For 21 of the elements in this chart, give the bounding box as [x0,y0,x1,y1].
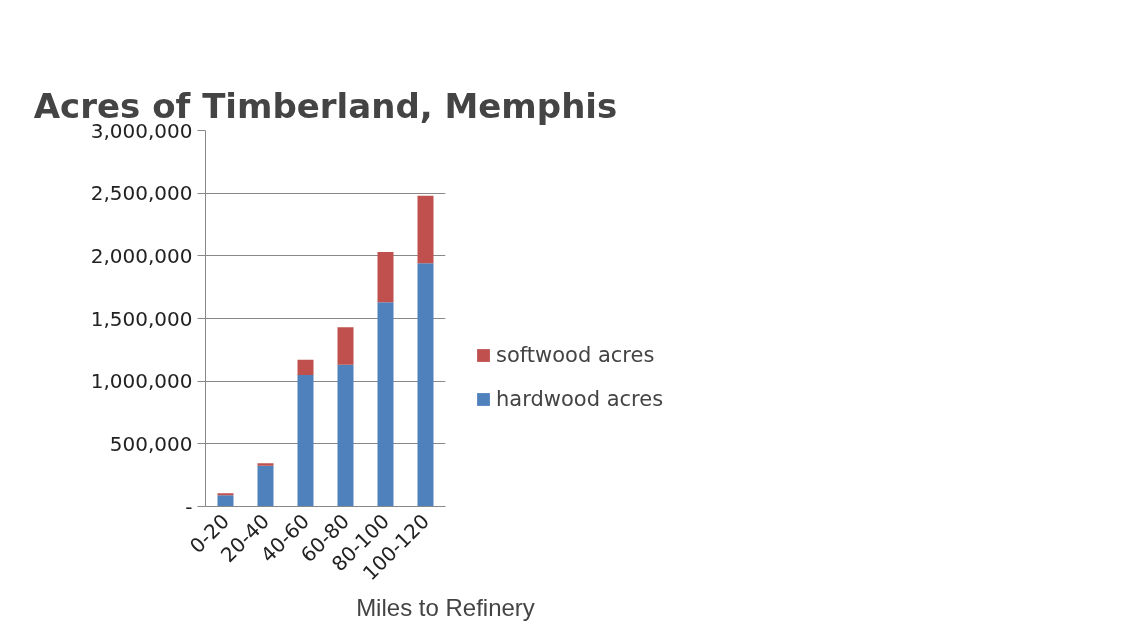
y-tick-label: 3,000,000 [90,118,193,143]
bar [417,195,434,264]
bar [257,465,274,507]
x-axis-title: Miles to Refinery [356,594,535,622]
y-tick-label: 2,500,000 [90,181,193,206]
bar [337,327,354,365]
y-tick-label: - [185,494,193,519]
bar [417,263,434,507]
bar [377,302,394,507]
legend-label: hardwood acres [496,387,664,411]
bar [297,359,314,375]
bar [297,374,314,507]
y-tick-label: 1,000,000 [90,369,193,394]
y-tick-label: 500,000 [109,431,193,456]
y-tick-label: 1,500,000 [90,306,193,331]
bar [377,252,394,303]
y-tick-label: 2,000,000 [90,243,193,268]
bar [257,463,274,466]
bar [337,364,354,507]
bar [217,495,234,507]
legend-label: softwood acres [496,343,655,367]
